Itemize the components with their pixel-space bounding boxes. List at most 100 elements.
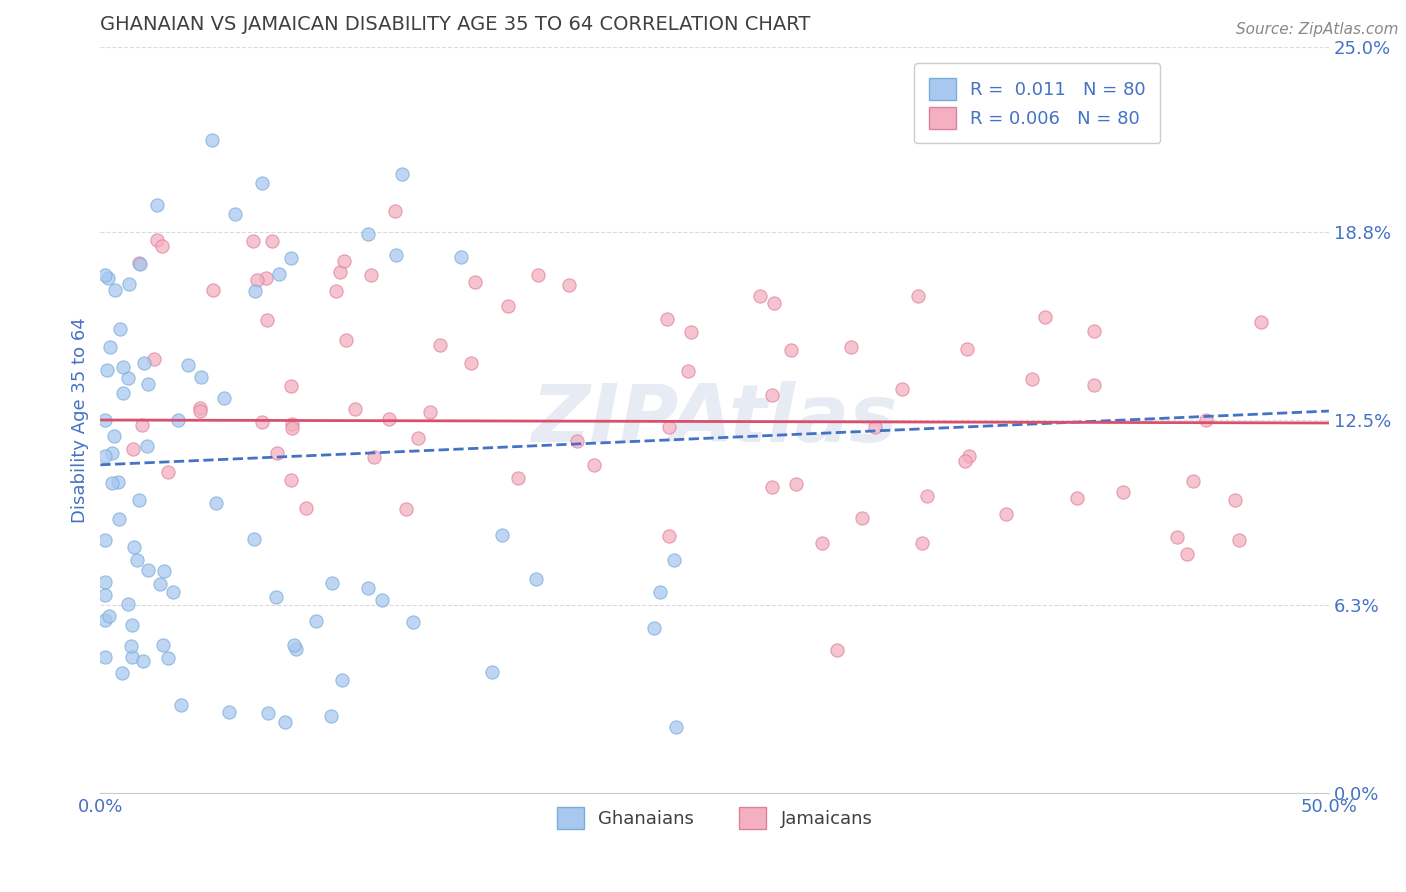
Point <box>583 458 606 472</box>
Point <box>280 473 302 487</box>
Point <box>97 271 120 285</box>
Point <box>371 593 394 607</box>
Point <box>267 267 290 281</box>
Point <box>325 284 347 298</box>
Point <box>136 563 159 577</box>
Point <box>224 206 246 220</box>
Point <box>810 536 832 550</box>
Point <box>658 419 681 434</box>
Point <box>384 203 406 218</box>
Point <box>264 590 287 604</box>
Point <box>177 358 200 372</box>
Point <box>117 598 139 612</box>
Point <box>156 650 179 665</box>
Point <box>98 608 121 623</box>
Point <box>360 268 382 282</box>
Point <box>1195 413 1218 427</box>
Point <box>128 257 150 271</box>
Point <box>335 333 357 347</box>
Point <box>460 356 482 370</box>
Point <box>280 417 302 431</box>
Point <box>108 512 131 526</box>
Point <box>321 708 343 723</box>
Point <box>357 581 380 595</box>
Point <box>256 313 278 327</box>
Text: Source: ZipAtlas.com: Source: ZipAtlas.com <box>1236 22 1399 37</box>
Point <box>218 705 240 719</box>
Point <box>780 343 803 358</box>
Point <box>98 340 121 354</box>
Point <box>827 643 849 657</box>
Point <box>658 529 681 543</box>
Y-axis label: Disability Age 35 to 64: Disability Age 35 to 64 <box>72 318 89 523</box>
Point <box>162 584 184 599</box>
Point <box>395 502 418 516</box>
Point <box>763 296 786 310</box>
Point <box>761 480 783 494</box>
Point <box>274 714 297 729</box>
Point <box>250 177 273 191</box>
Point <box>280 379 302 393</box>
Point <box>527 268 550 282</box>
Point <box>498 299 520 313</box>
Point <box>1166 530 1188 544</box>
Point <box>678 364 700 378</box>
Point <box>329 265 352 279</box>
Point <box>363 450 385 465</box>
Point <box>344 402 367 417</box>
Point <box>1227 533 1250 547</box>
Point <box>118 277 141 292</box>
Point <box>321 576 343 591</box>
Point <box>657 312 679 326</box>
Legend: Ghanaians, Jamaicans: Ghanaians, Jamaicans <box>550 800 880 837</box>
Point <box>120 639 142 653</box>
Point <box>280 421 302 435</box>
Point <box>128 256 150 270</box>
Point <box>481 665 503 680</box>
Point <box>391 167 413 181</box>
Point <box>305 614 328 628</box>
Point <box>295 501 318 516</box>
Point <box>101 446 124 460</box>
Point <box>956 342 979 356</box>
Point <box>117 371 139 385</box>
Point <box>748 289 770 303</box>
Point <box>156 466 179 480</box>
Point <box>94 449 117 463</box>
Point <box>524 572 547 586</box>
Point <box>558 277 581 292</box>
Point <box>201 133 224 147</box>
Point <box>384 248 406 262</box>
Point <box>146 198 169 212</box>
Point <box>94 575 117 590</box>
Point <box>1066 491 1088 505</box>
Point <box>132 654 155 668</box>
Point <box>100 475 122 490</box>
Point <box>134 356 156 370</box>
Point <box>890 382 912 396</box>
Point <box>643 622 665 636</box>
Point <box>254 271 277 285</box>
Point <box>103 429 125 443</box>
Point <box>250 415 273 429</box>
Point <box>1033 310 1056 325</box>
Text: GHANAIAN VS JAMAICAN DISABILITY AGE 35 TO 64 CORRELATION CHART: GHANAIAN VS JAMAICAN DISABILITY AGE 35 T… <box>100 15 811 34</box>
Point <box>957 449 980 463</box>
Point <box>429 337 451 351</box>
Point <box>648 585 671 599</box>
Point <box>491 528 513 542</box>
Point <box>122 442 145 456</box>
Point <box>1083 325 1105 339</box>
Point <box>145 233 167 247</box>
Point <box>94 649 117 664</box>
Point <box>257 706 280 720</box>
Point <box>122 541 145 555</box>
Point <box>111 386 134 401</box>
Point <box>94 588 117 602</box>
Point <box>150 239 173 253</box>
Point <box>170 698 193 712</box>
Point <box>851 511 873 525</box>
Point <box>202 284 225 298</box>
Text: ZIPAtlas: ZIPAtlas <box>531 381 898 459</box>
Point <box>243 284 266 298</box>
